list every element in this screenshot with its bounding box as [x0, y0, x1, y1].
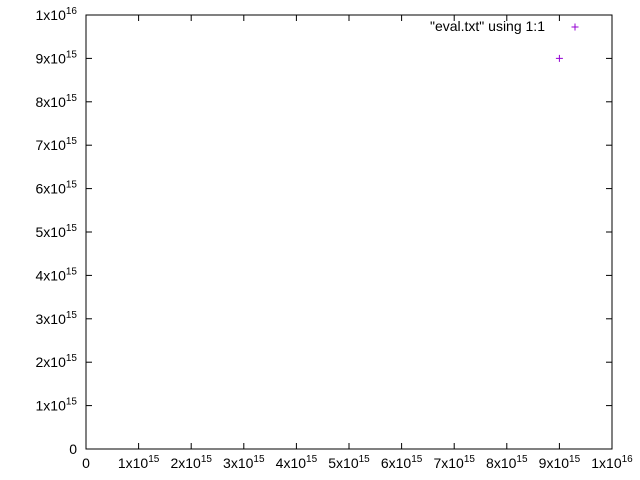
y-tick-label: 1x1015 [36, 397, 78, 414]
legend-marker-plus [571, 23, 579, 31]
x-axis-tick-labels: 0 1x1015 2x1015 3x1015 4x1015 5x1015 6x1015 7x1… [82, 454, 633, 471]
x-tick-label: 4x1015 [276, 454, 318, 471]
data-point [555, 54, 563, 62]
y-tick-label: 2x1015 [36, 353, 78, 370]
y-tick-label: 1x1016 [36, 6, 78, 23]
y-tick-label: 8x1015 [36, 93, 78, 110]
x-tick-label: 7x1015 [433, 454, 475, 471]
y-tick-label: 5x1015 [36, 223, 78, 240]
x-tick-label: 5x1015 [328, 454, 370, 471]
plot-border [85, 14, 613, 450]
data-points [555, 54, 563, 62]
x-tick-label: 9x1015 [539, 454, 581, 471]
legend: "eval.txt" using 1:1 [430, 18, 579, 34]
y-tick-label: 3x1015 [36, 310, 78, 327]
x-tick-label: 0 [82, 455, 90, 471]
x-tick-label: 6x1015 [381, 454, 423, 471]
x-tick-label: 2x1015 [170, 454, 212, 471]
x-tick-label: 1x1015 [118, 454, 160, 471]
ticks-layer [86, 15, 612, 449]
y-tick-label: 0 [69, 441, 77, 457]
legend-label: "eval.txt" using 1:1 [430, 18, 545, 34]
y-axis-tick-labels: 0 1x1015 2x1015 3x1015 4x1015 5x1015 6x1015 7x1… [36, 6, 78, 457]
y-tick-label: 4x1015 [36, 266, 78, 283]
legend-marker [571, 23, 579, 31]
y-tick-label: 7x1015 [36, 136, 78, 153]
x-tick-label: 8x1015 [486, 454, 528, 471]
y-tick-label: 6x1015 [36, 180, 78, 197]
y-tick-label: 9x1015 [36, 49, 78, 66]
x-tick-label: 3x1015 [223, 454, 265, 471]
x-tick-label: 1x1016 [591, 454, 633, 471]
